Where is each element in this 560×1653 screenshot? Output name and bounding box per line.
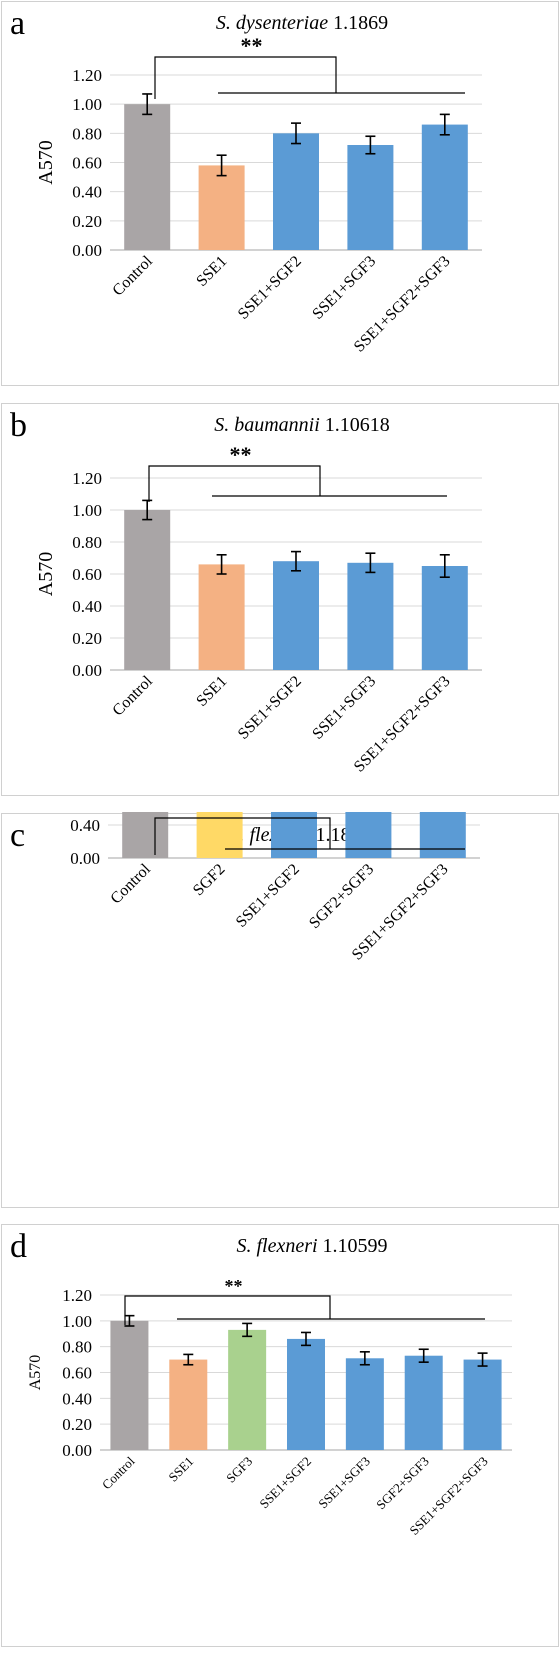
y-tick-label: 0.00 — [70, 849, 100, 868]
y-tick-label: 0.20 — [72, 629, 102, 648]
significance-marker: ** — [238, 812, 260, 819]
error-bar — [477, 1352, 488, 1367]
chart-svg-a: a S. dysenteriae 1.1869 0.00 0.20 0.40 0.60 0.… — [1, 1, 559, 386]
significance-bracket — [124, 1295, 485, 1325]
error-bar — [216, 553, 227, 575]
bar-sgf2-sgf3 — [404, 1355, 443, 1450]
bar-sse1-sgf2-sgf3 — [421, 124, 468, 250]
error-bar — [242, 1322, 253, 1338]
bar-sse1-sgf2-sgf3 — [421, 566, 468, 670]
y-tick-label: 1.20 — [62, 1286, 92, 1305]
error-bar — [439, 113, 450, 136]
error-bar — [291, 550, 301, 572]
y-axis-label: A570 — [27, 1355, 44, 1391]
bar-sse1 — [169, 1359, 208, 1450]
error-bar — [216, 154, 227, 177]
y-axis-label: A570 — [35, 140, 57, 184]
y-axis-label: A570 — [35, 552, 57, 596]
y-tick-label: 1.20 — [72, 469, 102, 488]
error-bar — [124, 1314, 135, 1327]
bar-control — [124, 510, 171, 670]
significance-marker: ** — [241, 33, 263, 58]
chart-panel-c: cS. flexneri 1.18680.000.400.801.201.602… — [0, 812, 560, 1214]
panel-label: b — [10, 407, 27, 444]
y-tick-label: 0.40 — [70, 816, 100, 835]
bar-control — [110, 1320, 149, 1450]
panel-frame — [1, 813, 559, 1208]
error-bar — [359, 1351, 370, 1366]
bar-sse1-sgf2 — [271, 812, 317, 858]
y-tick-label: 0.00 — [62, 1441, 92, 1460]
bar-sse1-sgf2 — [287, 1338, 325, 1450]
error-bar — [291, 122, 301, 145]
bar-sse1-sgf2 — [273, 561, 319, 670]
bar-control — [122, 812, 169, 858]
panel-label: a — [10, 5, 25, 42]
y-tick-label: 1.00 — [72, 95, 102, 114]
bar-sgf2-sgf3 — [345, 812, 392, 858]
bar-sse1-sgf2-sgf3 — [463, 1359, 502, 1450]
bar-sse1 — [198, 165, 245, 250]
y-tick-label: 1.20 — [72, 66, 102, 85]
error-bar — [301, 1331, 311, 1347]
y-tick-label: 0.40 — [72, 597, 102, 616]
y-tick-label: 0.80 — [62, 1338, 92, 1357]
bar-sgf3 — [228, 1329, 267, 1450]
y-tick-label: 0.20 — [72, 212, 102, 231]
error-bar — [418, 1348, 429, 1363]
y-tick-label: 0.00 — [72, 241, 102, 260]
y-tick-label: 0.80 — [72, 124, 102, 143]
error-bar — [365, 135, 376, 155]
chart-svg-c: cS. flexneri 1.18680.000.400.801.201.602… — [1, 812, 559, 1208]
significance-marker: ** — [230, 442, 252, 467]
chart-panel-b: b S. baumannii 1.10618 0.00 0.20 0.40 0.60 0.8… — [0, 402, 560, 802]
chart-title: S. dysenteriae 1.1869 — [216, 12, 388, 34]
y-tick-label: 0.40 — [72, 183, 102, 202]
bar-sse1-sgf3 — [345, 1358, 384, 1450]
bar-sse1-sgf2-sgf3 — [419, 812, 466, 858]
significance-bracket — [154, 817, 465, 855]
chart-title: S. flexneri 1.10599 — [236, 1235, 387, 1257]
significance-bracket — [148, 465, 447, 502]
error-bar — [142, 499, 153, 521]
y-tick-label: 1.00 — [62, 1312, 92, 1331]
chart-panel-d: d S. flexneri 1.10599 0.00 0.20 0.40 0.60 0.80… — [0, 1223, 560, 1653]
chart-title: S. baumannii 1.10618 — [214, 414, 390, 436]
error-bar — [183, 1353, 194, 1366]
error-bar — [439, 553, 450, 579]
y-tick-label: 0.40 — [62, 1389, 92, 1408]
bar-control — [124, 104, 171, 251]
y-tick-label: 0.20 — [62, 1415, 92, 1434]
chart-svg-b: b S. baumannii 1.10618 0.00 0.20 0.40 0.60 0.8… — [1, 403, 559, 796]
significance-bracket — [154, 56, 465, 99]
bar-sse1-sgf3 — [347, 562, 394, 670]
y-tick-label: 1.00 — [72, 501, 102, 520]
significance-marker: ** — [225, 1276, 243, 1296]
y-tick-label: 0.60 — [72, 154, 102, 173]
y-tick-label: 0.80 — [72, 533, 102, 552]
bar-sse1-sgf2 — [273, 133, 319, 250]
chart-svg-d: d S. flexneri 1.10599 0.00 0.20 0.40 0.60 0.80… — [1, 1224, 559, 1647]
y-tick-label: 0.60 — [72, 565, 102, 584]
chart-panel-a: a S. dysenteriae 1.1869 0.00 0.20 0.40 0.60 0.… — [0, 0, 560, 392]
panel-label: c — [10, 817, 25, 854]
y-tick-label: 0.60 — [62, 1364, 92, 1383]
panel-label: d — [10, 1228, 27, 1265]
bar-sse1-sgf3 — [347, 145, 394, 250]
error-bar — [142, 93, 153, 116]
bar-sse1 — [198, 564, 245, 670]
bar-sgf2 — [196, 812, 243, 858]
error-bar — [365, 552, 376, 574]
y-tick-label: 0.00 — [72, 661, 102, 680]
